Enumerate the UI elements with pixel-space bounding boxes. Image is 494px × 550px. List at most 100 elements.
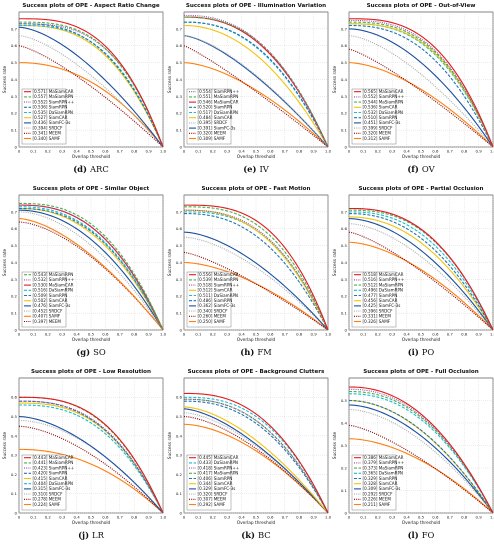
series-line <box>183 62 329 148</box>
caption-letter: (j) <box>78 530 89 540</box>
x-tick-label: 0.5 <box>253 515 260 520</box>
y-tick-label: 0.3 <box>341 443 348 448</box>
panel-caption: (h) FM <box>240 347 272 357</box>
legend-label: [0.543] MaSiamRPN <box>33 272 74 277</box>
x-tick-label: 0.7 <box>282 332 289 337</box>
y-tick-label: 0.4 <box>11 77 18 82</box>
chart-panel: 0 0.1 0.2 0.3 0.4 0.5 0.6 0.7 0.8 0.9 1.0 0 0.1 0.2 0.… <box>2 186 167 357</box>
chart-title: Success plots of OPE - Illumination Vari… <box>186 3 326 9</box>
series-line <box>183 261 329 331</box>
legend-label: [0.556] MaSiamCAR <box>198 272 239 277</box>
x-tick-label: 0.5 <box>418 515 425 520</box>
x-tick-label: 0.2 <box>375 149 382 154</box>
chart-panel: 0 0.1 0.2 0.3 0.4 0.5 0.6 0.7 0.8 0.9 1.0 0 0.1 0.2 0.… <box>167 3 332 174</box>
series-line <box>18 448 164 514</box>
series-line <box>348 207 494 331</box>
y-tick-label: 0.7 <box>176 209 183 214</box>
y-tick-label: 0.1 <box>11 128 18 133</box>
legend-label: [0.341] MEEM <box>33 131 62 136</box>
y-tick-label: 0.5 <box>11 243 18 248</box>
series-line <box>183 236 329 331</box>
series-line <box>184 209 329 331</box>
x-tick-label: 0.5 <box>88 515 95 520</box>
legend-label: [0.476] SiamFC-3s <box>33 303 71 308</box>
x-tick-label: 0.4 <box>74 149 81 154</box>
chart-title: Success plots of OPE - Fast Motion <box>202 186 311 192</box>
x-axis-label: Overlap threshold <box>72 337 111 343</box>
series-line <box>348 223 494 331</box>
y-axis-label: Success rate <box>167 248 173 276</box>
x-tick-label: 0.4 <box>239 515 246 520</box>
x-tick-label: 1.0 <box>490 332 494 337</box>
caption-letter: (g) <box>76 347 90 357</box>
y-tick-label: 0.3 <box>341 277 348 282</box>
caption-letter: (e) <box>243 164 256 174</box>
x-axis-label: Overlap threshold <box>237 337 276 343</box>
y-tick-label: 0.4 <box>11 260 18 265</box>
legend-label: [0.292] SRDCF <box>363 491 394 496</box>
legend-label: [0.328] SiamCAR <box>363 481 398 486</box>
series-line <box>184 14 329 148</box>
x-tick-label: 1.0 <box>160 149 167 154</box>
x-tick-label: 0.4 <box>404 515 411 520</box>
series-line <box>348 62 494 148</box>
legend-box <box>186 88 232 145</box>
series-line <box>19 396 164 514</box>
x-axis-label: Overlap threshold <box>402 337 441 343</box>
legend-label: [0.496] DaSiamRPN <box>363 288 403 293</box>
x-tick-label: 0.1 <box>30 149 37 154</box>
series-line <box>184 206 329 331</box>
y-axis-label: Success rate <box>2 248 8 276</box>
legend-label: [0.315] SiamFC-3s <box>33 486 71 491</box>
x-tick-label: 0.4 <box>239 149 246 154</box>
legend-label: [0.509] SiamRPN <box>33 293 68 298</box>
panel-caption: (f) OV <box>407 164 435 174</box>
chart-panel: 0 0.1 0.2 0.3 0.4 0.5 0.6 0.7 0.8 0.9 1.0 0 0.1 0.2 0.… <box>332 186 494 357</box>
legend-label: [0.512] SiamCAR <box>198 288 233 293</box>
x-tick-label: 0.5 <box>253 149 260 154</box>
x-tick-label: 0.7 <box>447 515 454 520</box>
x-tick-label: 0.9 <box>146 332 153 337</box>
series-line <box>349 18 494 148</box>
legend-label: [0.386] MaSiamCAR <box>363 455 404 460</box>
x-tick-label: 0 <box>18 149 21 154</box>
legend-label: [0.554] SiamRPN++ <box>198 89 240 94</box>
series-line <box>348 390 494 514</box>
chart-title: Success plots of OPE - Similar Object <box>33 186 150 192</box>
x-tick-label: 0 <box>183 515 186 520</box>
y-tick-label: 0.7 <box>176 26 183 31</box>
series-line <box>348 438 494 514</box>
series-line <box>348 213 494 331</box>
x-tick-label: 0.2 <box>375 332 382 337</box>
y-tick-label: 0.5 <box>341 398 348 403</box>
x-tick-label: 0 <box>183 332 186 337</box>
legend-label: [0.552] SiamRPN++ <box>363 94 405 99</box>
legend-label: [0.307] MEEM <box>198 497 227 502</box>
caption-letter: (h) <box>240 347 254 357</box>
series-line <box>348 28 494 148</box>
x-tick-label: 0.5 <box>253 332 260 337</box>
panel-caption: (i) PO <box>408 347 435 357</box>
series-line <box>348 424 494 514</box>
legend-box <box>21 271 67 328</box>
series-line <box>18 416 164 514</box>
x-tick-label: 0.8 <box>296 332 303 337</box>
x-axis-label: Overlap threshold <box>237 520 276 526</box>
x-tick-label: 0.4 <box>74 332 81 337</box>
series-line <box>18 209 164 331</box>
x-tick-label: 0.2 <box>210 332 217 337</box>
legend-label: [0.532] DaSiamRPN <box>363 110 403 115</box>
series-line <box>348 393 494 514</box>
legend-box <box>21 454 67 511</box>
x-tick-label: 0.5 <box>418 332 425 337</box>
x-tick-label: 0.4 <box>404 332 411 337</box>
legend-box <box>186 271 232 328</box>
legend-label: [0.535] DaSiamRPN <box>33 110 73 115</box>
series-line <box>19 18 164 148</box>
x-tick-label: 0.2 <box>375 515 382 520</box>
caption-letter: (k) <box>241 530 255 540</box>
chart-panel: 0 0.1 0.2 0.3 0.4 0.5 0.6 0.7 0.8 0.9 1.0 0 0.1 0.2 0.… <box>332 3 494 174</box>
series-line <box>183 408 329 514</box>
caption-abbr: FO <box>422 530 435 540</box>
y-tick-label: 0.3 <box>11 453 18 458</box>
